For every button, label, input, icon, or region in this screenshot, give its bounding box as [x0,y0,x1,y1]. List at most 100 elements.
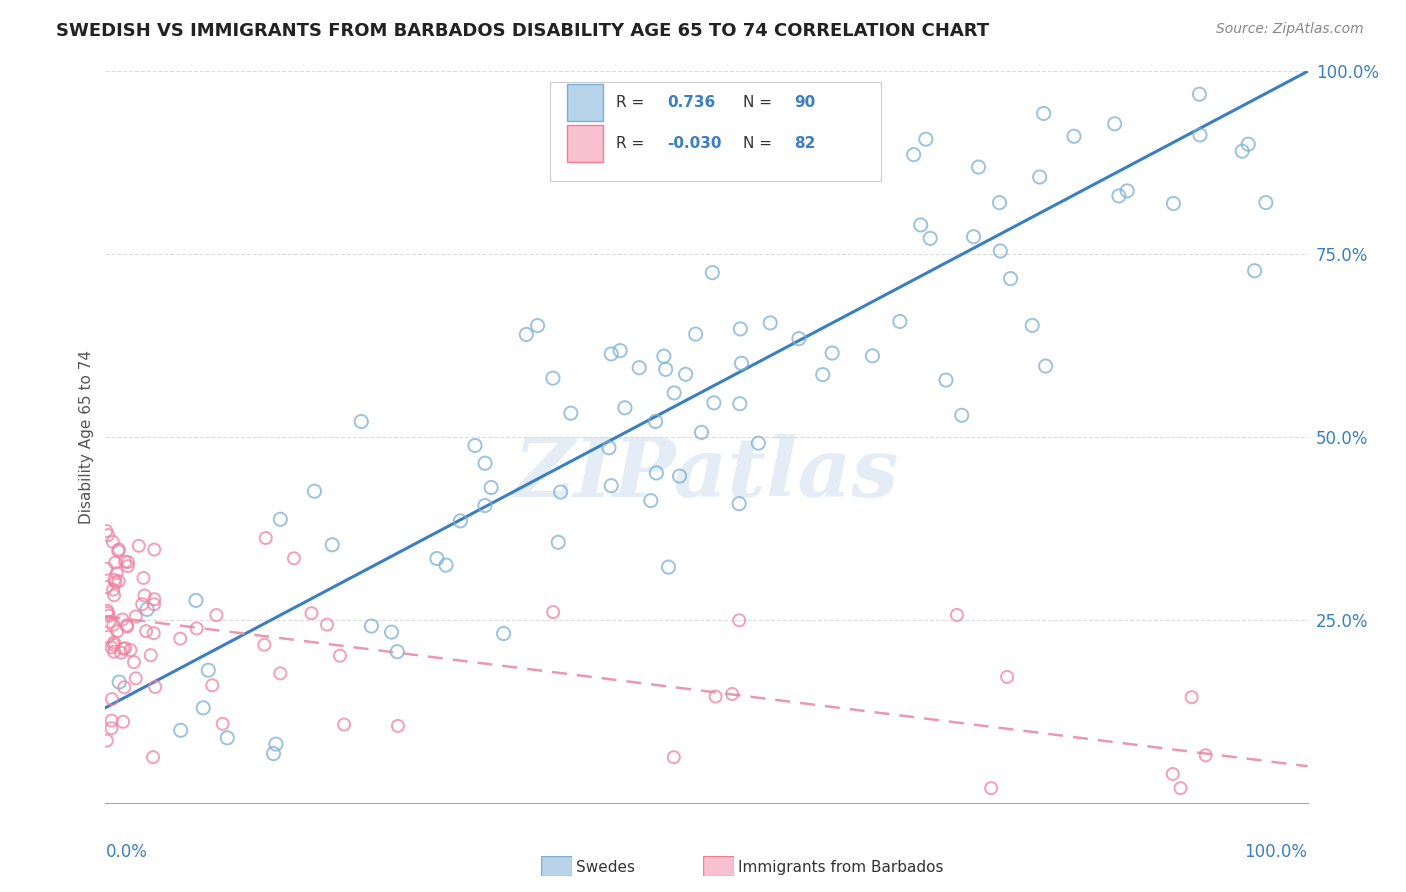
Point [201,678,224,692]
Point [329,648,352,663]
Point [101,582,124,597]
Point [97,528,120,542]
Point [1035,359,1057,373]
Point [380,625,402,640]
Point [703,396,725,410]
Point [1230,144,1253,158]
Point [1181,690,1204,705]
FancyBboxPatch shape [567,84,603,120]
Point [704,690,727,704]
Point [100,721,122,735]
Point [1104,117,1126,131]
Point [197,663,219,677]
Text: 0.736: 0.736 [666,95,716,110]
Text: 0.0%: 0.0% [105,843,148,861]
Point [103,635,125,649]
Point [515,327,537,342]
Point [103,617,125,632]
Point [103,645,125,659]
Point [600,347,623,361]
Point [614,401,637,415]
Point [108,675,131,690]
Point [935,373,957,387]
Point [122,655,145,669]
Point [434,558,457,573]
Point [283,551,305,566]
Point [747,436,769,450]
Point [811,368,834,382]
Point [136,602,159,616]
Point [541,605,564,619]
Point [316,617,339,632]
Point [644,414,666,428]
Point [98,615,121,629]
Point [142,626,165,640]
Point [464,438,486,452]
Point [96,580,118,594]
Point [1116,184,1139,198]
Point [104,556,127,570]
Point [685,327,707,342]
Point [269,666,291,681]
Point [426,551,449,566]
Point [598,441,620,455]
Point [1054,50,1077,64]
Point [120,643,142,657]
Point [125,609,148,624]
Point [1188,128,1211,142]
Point [721,687,744,701]
Point [108,542,131,557]
Point [104,575,127,590]
Point [1163,196,1185,211]
Point [1237,137,1260,152]
Point [946,607,969,622]
Point [263,747,285,761]
Point [541,371,564,385]
Point [728,397,751,411]
Point [1063,129,1085,144]
Text: R =: R = [616,136,650,151]
Point [1028,169,1050,184]
Point [103,573,125,587]
Point [387,645,409,659]
Point [103,638,125,652]
Point [1243,264,1265,278]
Point [128,539,150,553]
Point [995,670,1018,684]
Point [96,733,118,747]
Point [117,555,139,569]
Point [474,456,496,470]
Text: N =: N = [742,136,776,151]
Point [988,244,1011,258]
Point [1021,318,1043,333]
Point [1188,87,1211,102]
Point [690,425,713,440]
Point [988,195,1011,210]
FancyBboxPatch shape [550,82,880,181]
Text: -0.030: -0.030 [666,136,721,151]
Point [550,485,572,500]
Point [668,469,690,483]
Point [97,606,120,620]
Point [962,229,984,244]
Point [131,597,153,611]
Point [96,562,118,576]
Point [170,723,193,738]
Point [759,316,782,330]
Point [321,538,343,552]
Point [903,147,925,161]
Point [115,618,138,632]
Point [135,624,157,639]
Point [205,607,228,622]
Point [1215,50,1237,64]
Point [1108,189,1130,203]
Point [728,613,751,627]
Text: N =: N = [742,95,776,110]
Point [730,356,752,370]
FancyBboxPatch shape [567,125,603,161]
Point [333,717,356,731]
Point [654,362,676,376]
Point [1195,748,1218,763]
Text: 100.0%: 100.0% [1244,843,1308,861]
Point [101,692,124,706]
